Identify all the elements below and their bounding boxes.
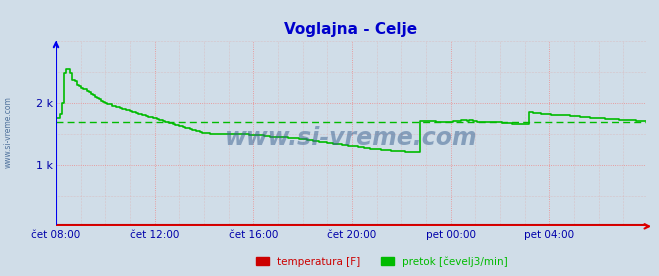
Title: Voglajna - Celje: Voglajna - Celje	[284, 22, 418, 38]
Text: www.si-vreme.com: www.si-vreme.com	[225, 126, 477, 150]
Legend: temperatura [F], pretok [čevelj3/min]: temperatura [F], pretok [čevelj3/min]	[252, 252, 512, 271]
Text: www.si-vreme.com: www.si-vreme.com	[3, 97, 13, 168]
